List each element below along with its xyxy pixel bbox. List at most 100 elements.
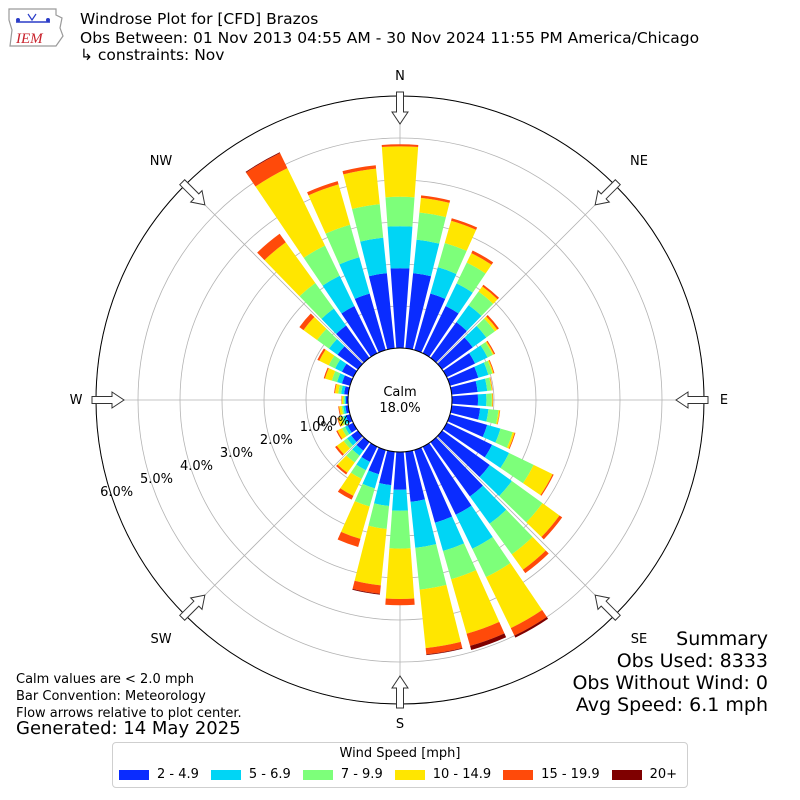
windrose-bar-segment [450, 380, 478, 395]
windrose-bar-segment [354, 483, 375, 507]
windrose-bar-segment [430, 267, 457, 299]
constraints-text: ↳ constraints: Nov [80, 46, 225, 64]
windrose-bar-segment [508, 432, 516, 450]
windrose-bar-segment [506, 432, 515, 449]
windrose-bar-segment [335, 359, 347, 372]
windrose-bar-segment [324, 368, 336, 381]
windrose-bar-segment [451, 218, 478, 230]
windrose-bar-segment [443, 353, 476, 378]
windrose-bar-segment [469, 345, 488, 364]
windrose-bar-segment [479, 464, 512, 497]
legend: Wind Speed [mph] 2 - 4.9 5 - 6.9 7 - 9.9 10… [112, 742, 688, 788]
windrose-bar-segment [496, 410, 500, 425]
summary-obs-without-wind: Obs Without Wind: 0 [572, 672, 768, 694]
windrose-bar-segment [455, 505, 493, 549]
windrose-bar-segment [437, 337, 473, 370]
windrose-bar-segment [336, 464, 348, 475]
windrose-bar-segment [341, 395, 342, 405]
windrose-bar-segment [468, 291, 494, 316]
radial-tick-label: 2.0% [260, 433, 293, 448]
flow-arrow-s [391, 675, 409, 709]
windrose-bar-segment [321, 308, 347, 335]
chart-labels: N NE E SE S SW W NW 0.0%1.0% 2.0% 3.0% 4.0% 5.0% 6.0%… [70, 69, 729, 732]
windrose-bar-segment [317, 328, 338, 349]
windrose-bar-segment [405, 273, 432, 350]
windrose-bar-segment [346, 435, 357, 446]
compass-label-se: SE [631, 632, 647, 647]
arrow-shape [391, 675, 409, 709]
windrose-bar-segment [343, 168, 380, 210]
legend-items: 2 - 4.9 5 - 6.9 7 - 9.9 10 - 14.9 15 - 19.9 2… [119, 767, 677, 782]
legend-label: 2 - 4.9 [157, 767, 199, 782]
legend-swatch [302, 769, 333, 780]
flow-arrow-n [391, 91, 409, 125]
svg-text:IEM: IEM [15, 31, 44, 47]
legend-label: 15 - 19.9 [541, 767, 600, 782]
windrose-bar-segment [480, 342, 493, 358]
windrose-bar-segment [511, 536, 546, 570]
windrose-bar-segment [482, 284, 500, 300]
radial-tick-label: 1.0% [300, 420, 333, 435]
radial-tick-label: 3.0% [220, 446, 253, 461]
windrose-bar-segment [419, 584, 461, 649]
windrose-bar-segment [416, 212, 446, 244]
windrose-bar-segment [466, 621, 505, 646]
windrose-bar-segment [447, 366, 479, 386]
arrow-shape [91, 391, 125, 409]
windrose-bar-segment [470, 633, 507, 650]
windrose-bar-segment [456, 305, 482, 331]
windrose-bar-segment [405, 450, 425, 502]
windrose-bar-segment [499, 480, 543, 523]
windrose-bar-segment [246, 152, 288, 187]
windrose-bar-segment [430, 322, 467, 363]
windrose-bar-segment [344, 425, 352, 435]
windrose-bar-segment [474, 362, 489, 378]
windrose-bar-segment [307, 181, 339, 196]
windrose-bar-segment [415, 544, 447, 590]
windrose-bar-segment [352, 444, 364, 456]
windrose-bar-segment [486, 315, 499, 330]
windrose-bar-segment [341, 501, 370, 539]
windrose-bar-segment [331, 371, 341, 383]
flow-arrow-e [675, 391, 709, 409]
windrose-bar-segment [385, 196, 415, 227]
legend-swatch [210, 769, 241, 780]
windrose-bar-segment [466, 253, 492, 274]
windrose-bar-segment [337, 373, 345, 384]
windrose-bar-segment [337, 346, 363, 370]
flow-arrow-sw [179, 594, 206, 621]
windrose-bar-segment [492, 393, 494, 407]
windrose-bar-segment [299, 283, 334, 319]
windrose-bar-segment [419, 197, 450, 218]
windrose-bar-segment [317, 348, 326, 361]
windrose-bar-segment [341, 426, 350, 437]
windrose-bar-segment [354, 293, 386, 353]
windrose-bar-segment [414, 293, 446, 353]
windrose-bar-segment [522, 550, 549, 574]
windrose-bar-segment [392, 489, 408, 511]
compass-label-e: E [720, 393, 728, 408]
windrose-bar-segment [335, 445, 344, 456]
windrose-bar-segment [347, 422, 357, 433]
windrose-bar-segment [393, 451, 407, 490]
grid-spoke [184, 184, 364, 364]
windrose-bar-segment [325, 224, 360, 265]
windrose-bar-segment [342, 165, 377, 175]
windrose-bar-segment [319, 349, 335, 366]
windrose-bar-segment [341, 395, 344, 405]
windrose-bar-segment [337, 455, 355, 473]
windrose-bar-segment [339, 406, 344, 415]
compass-label-ne: NE [630, 154, 648, 169]
windrose-bar-segment [360, 237, 387, 277]
windrose-bar-segment [264, 242, 316, 297]
windrose-bar-segment [447, 414, 488, 438]
windrose-bar-segment [337, 428, 347, 440]
windrose-bar-segment [308, 184, 351, 234]
compass-label-s: S [396, 717, 404, 732]
legend-item: 10 - 14.9 [394, 767, 491, 782]
windrose-bar-segment [514, 616, 549, 638]
windrose-bar-segment [434, 516, 465, 551]
windrose-bar-segment [368, 273, 395, 350]
windrose-bar-segment [437, 242, 467, 274]
